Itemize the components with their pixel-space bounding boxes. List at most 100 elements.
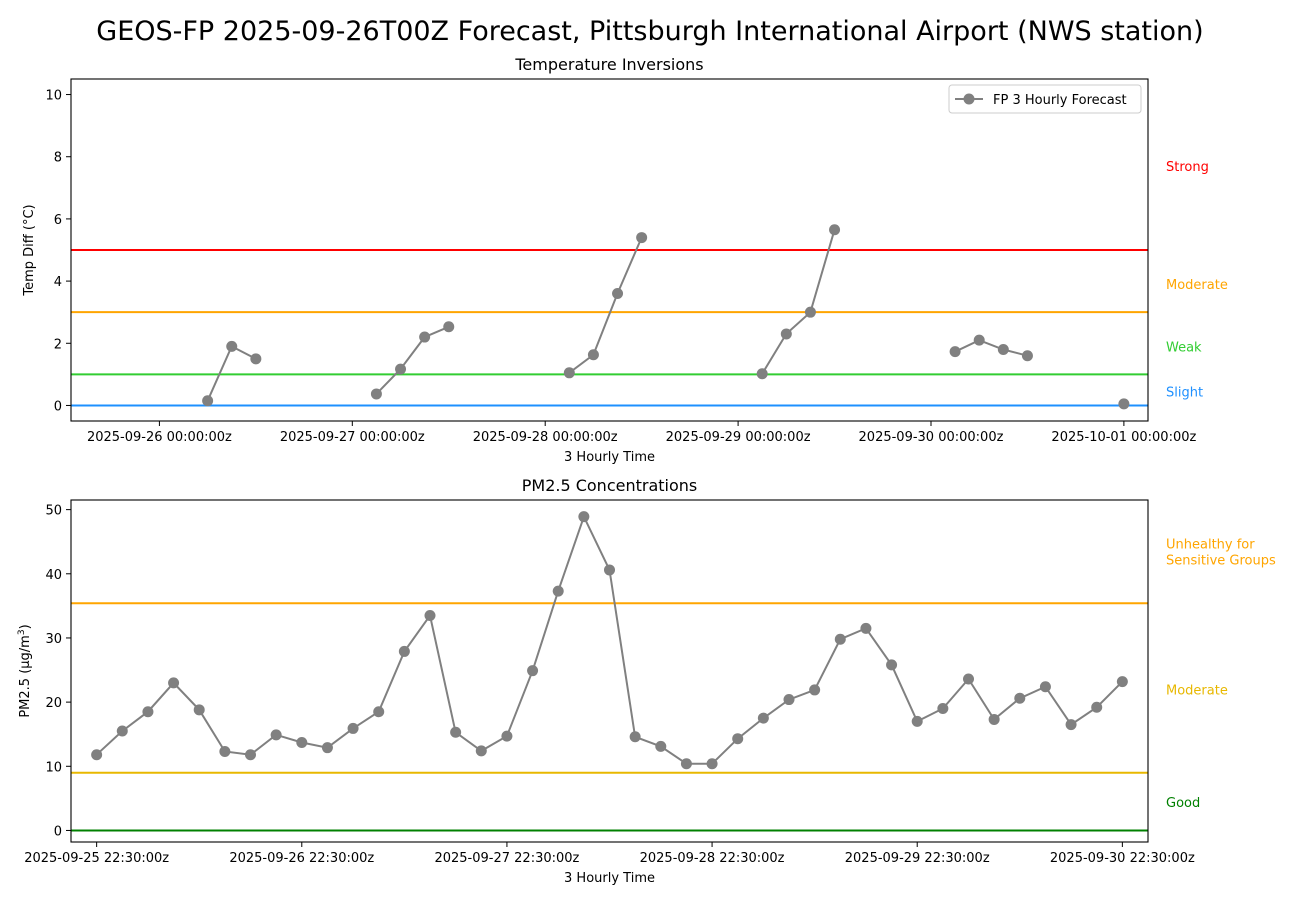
pm25-x-tick-label: 2025-09-27 22:30:00z <box>434 851 579 866</box>
pm25-y-tick-label: 10 <box>45 760 62 775</box>
pm25-data-point <box>1014 692 1026 704</box>
pm25-data-point <box>91 749 103 761</box>
pm25-x-axis-label: 3 Hourly Time <box>564 871 655 886</box>
pm25-data-point <box>450 726 462 738</box>
pm25-data-point <box>270 729 282 741</box>
pm25-data-point <box>629 731 641 743</box>
pm25-category-label: Moderate <box>1166 683 1228 698</box>
temp-x-tick-label: 2025-10-01 00:00:00z <box>1051 430 1196 445</box>
temp-data-point <box>443 321 455 333</box>
temp-series-line <box>954 339 1028 357</box>
pm25-y-tick-label: 30 <box>45 632 62 647</box>
pm25-chart-title: PM2.5 Concentrations <box>522 476 698 495</box>
pm25-y-tick-label: 0 <box>54 824 62 839</box>
temp-data-point <box>587 349 599 361</box>
pm25-data-point <box>578 511 590 523</box>
temp-data-point <box>563 367 575 379</box>
temp-data-point <box>1021 350 1033 362</box>
temp-category-label: Slight <box>1166 385 1203 400</box>
temp-chart-title: Temperature Inversions <box>514 55 703 74</box>
temp-y-tick-label: 4 <box>54 275 62 290</box>
pm25-data-point <box>757 712 769 724</box>
pm25-data-point <box>168 677 180 689</box>
temp-y-tick-label: 8 <box>54 151 62 166</box>
temp-x-tick-label: 2025-09-27 00:00:00z <box>280 430 425 445</box>
pm25-category-label: Sensitive Groups <box>1166 553 1276 568</box>
temp-data-point <box>636 232 648 244</box>
temp-x-tick-label: 2025-09-28 00:00:00z <box>473 430 618 445</box>
temp-y-tick-label: 6 <box>54 213 62 228</box>
pm25-data-point <box>834 633 846 645</box>
temp-data-point <box>226 340 238 352</box>
temp-series-line <box>375 325 450 395</box>
pm25-y-tick-label: 50 <box>45 504 62 519</box>
pm25-data-point <box>398 645 410 657</box>
pm25-data-point <box>475 745 487 757</box>
pm25-category-label: Good <box>1166 796 1200 811</box>
temp-y-tick-label: 2 <box>54 337 62 352</box>
pm25-data-point <box>604 564 615 576</box>
pm25-concentrations-panel: PM2.5 Concentrations 0 10 20 30 40 50 2025-09-2… <box>17 476 1276 886</box>
temp-data-point <box>419 331 431 343</box>
pm25-data-point <box>501 730 513 742</box>
pm25-data-point <box>552 585 564 597</box>
temp-series-line <box>568 237 643 374</box>
temp-data-point <box>829 224 841 236</box>
pm25-y-tick-label: 20 <box>45 696 62 711</box>
temp-x-tick-label: 2025-09-30 00:00:00z <box>859 430 1004 445</box>
pm25-data-point <box>245 749 256 761</box>
figure-suptitle: GEOS-FP 2025-09-26T00Z Forecast, Pittsbu… <box>96 16 1203 47</box>
temp-x-tick-label: 2025-09-29 00:00:00z <box>666 430 811 445</box>
temp-data-point <box>612 288 624 300</box>
pm25-data-point <box>937 703 949 715</box>
pm25-data-point <box>963 673 974 685</box>
pm25-data-point <box>886 659 898 671</box>
pm25-data-point <box>1116 676 1128 688</box>
pm25-series-line <box>95 514 1124 765</box>
temp-x-axis-label: 3 Hourly Time <box>564 450 655 465</box>
pm25-data-point <box>321 742 333 754</box>
temp-y-tick-label: 10 <box>45 89 62 104</box>
pm25-x-tick-label: 2025-09-25 22:30:00z <box>24 851 169 866</box>
temp-data-point <box>804 306 816 318</box>
pm25-data-point <box>347 722 359 734</box>
pm25-y-tick-label: 40 <box>45 568 62 583</box>
pm25-axes-frame <box>70 499 1149 843</box>
pm25-y-axis-label: PM2.5 (µg/m3) <box>17 624 33 717</box>
pm25-data-point <box>142 706 154 718</box>
temp-axes-frame <box>70 78 1149 422</box>
temp-x-tick-label: 2025-09-26 00:00:00z <box>87 430 232 445</box>
pm25-data-point <box>1091 701 1103 713</box>
pm25-data-point <box>655 740 667 752</box>
temp-data-point <box>949 346 961 358</box>
temp-category-label: Strong <box>1166 160 1209 175</box>
pm25-data-point <box>1039 681 1051 693</box>
temp-data-point <box>202 395 214 407</box>
pm25-data-point <box>783 694 795 706</box>
legend-marker-swatch <box>963 93 975 105</box>
temp-data-point <box>250 353 262 365</box>
temperature-inversions-panel: Temperature Inversions 0 2 4 6 8 10 2025-09-26 … <box>22 55 1228 465</box>
pm25-data-point <box>706 758 718 770</box>
temp-legend: FP 3 Hourly Forecast <box>948 84 1142 114</box>
pm25-data-point <box>809 684 821 696</box>
temp-data-point <box>997 343 1009 355</box>
temp-data-point <box>756 368 768 380</box>
pm25-x-tick-label: 2025-09-30 22:30:00z <box>1050 851 1195 866</box>
pm25-data-point <box>860 622 872 634</box>
temp-data-point <box>973 334 985 346</box>
temp-y-tick-label: 0 <box>54 399 62 414</box>
pm25-data-point <box>424 609 436 621</box>
pm25-data-point <box>732 733 744 745</box>
pm25-category-label: Unhealthy for <box>1166 537 1255 552</box>
pm25-x-tick-label: 2025-09-28 22:30:00z <box>640 851 785 866</box>
pm25-data-point <box>911 715 923 727</box>
legend-box <box>948 84 1142 114</box>
temp-series-line <box>761 229 836 375</box>
temp-category-label: Weak <box>1166 340 1202 355</box>
temp-category-label: Moderate <box>1166 278 1228 293</box>
pm25-data-point <box>1065 719 1077 731</box>
pm25-data-point <box>116 725 128 737</box>
